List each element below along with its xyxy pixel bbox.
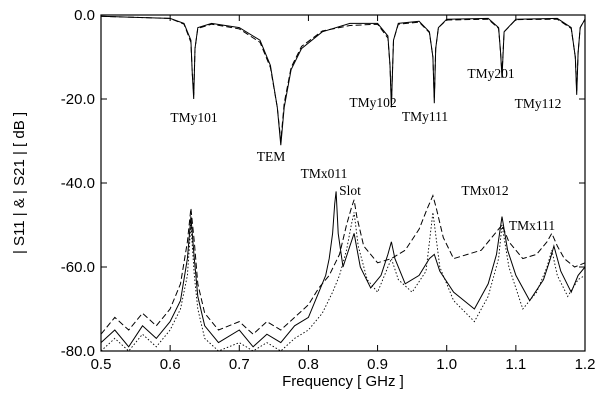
annotation-tmy102: TMy102 [349, 95, 396, 110]
annotation-tmy201: TMy201 [467, 66, 514, 81]
x-tick-label: 0.7 [229, 356, 250, 373]
y-tick-label: -60.0 [61, 259, 95, 276]
y-tick-label: 0.0 [74, 7, 95, 24]
series-2-line [100, 191, 586, 348]
annotation-tmx111: TMx111 [509, 218, 555, 233]
series-4-line [100, 212, 586, 352]
annotation-slot: Slot [339, 183, 361, 198]
y-tick-label: -40.0 [61, 175, 95, 192]
x-axis-title: Frequency [ GHz ] [282, 373, 404, 390]
y-tick-label: -20.0 [61, 91, 95, 108]
y-tick-label: -80.0 [61, 343, 95, 360]
x-tick-label: 1.1 [505, 356, 526, 373]
x-tick-label: 1.2 [575, 356, 596, 373]
x-tick-label: 0.6 [160, 356, 181, 373]
ticks-layer: 0.5 0.6 0.7 0.8 0.9 1.0 1.1 1.2 0.0 -20.0 -40.0 -60… [61, 7, 596, 373]
series-layer [100, 15, 586, 352]
annotation-tem: TEM [257, 149, 286, 164]
series-1-line [100, 15, 586, 142]
y-axis-title: | S11 | & | S21 | [ dB ] [11, 112, 28, 254]
x-tick-label: 0.5 [91, 356, 112, 373]
x-tick-label: 0.8 [298, 356, 319, 373]
annotation-tmy101: TMy101 [170, 110, 217, 125]
series-3-line [100, 194, 586, 335]
annotation-tmy112: TMy112 [515, 96, 562, 111]
annotation-tmx011: TMx011 [301, 166, 348, 181]
x-tick-label: 1.0 [436, 356, 457, 373]
annotation-tmy111: TMy111 [402, 109, 448, 124]
annotation-tmx012: TMx012 [461, 183, 508, 198]
x-tick-label: 0.9 [367, 356, 388, 373]
